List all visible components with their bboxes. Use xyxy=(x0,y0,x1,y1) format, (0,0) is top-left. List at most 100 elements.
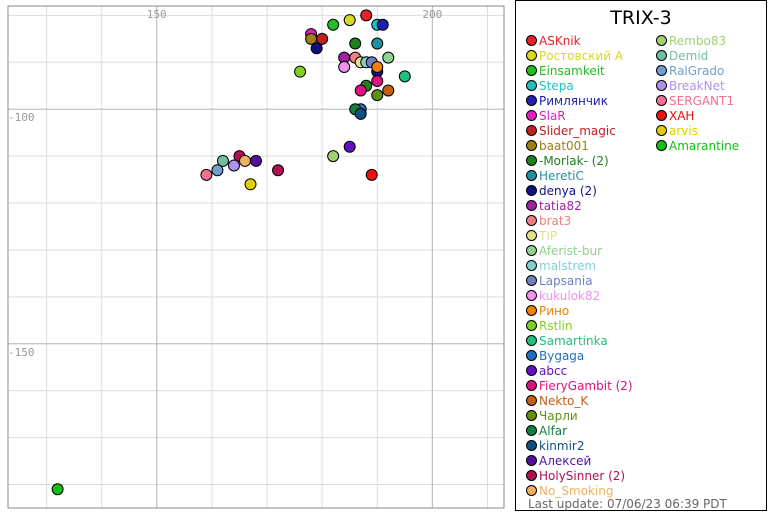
last-update-text: Last update: 07/06/23 06:39 PDT xyxy=(528,497,727,511)
legend-label: HolySinner (2) xyxy=(539,469,626,483)
legend-label: Nekto_K xyxy=(539,394,589,408)
legend-entry: Demid xyxy=(656,49,708,64)
legend-label: Чарли xyxy=(539,409,578,423)
legend-entry: denya (2) xyxy=(526,184,597,199)
legend-marker xyxy=(526,185,537,196)
data-point xyxy=(244,178,257,191)
legend-marker xyxy=(526,425,537,436)
legend-entry: malstrem xyxy=(526,259,596,274)
chart-title: TRIX-3 xyxy=(610,7,672,29)
legend-label: Ростовский А xyxy=(539,49,624,63)
data-point xyxy=(382,84,395,97)
legend-entry: HolySinner (2) xyxy=(526,469,625,484)
data-point xyxy=(343,140,356,153)
legend-label: ХАН xyxy=(669,109,695,123)
legend-label: baat001 xyxy=(539,139,589,153)
legend-entry: SERGANT1 xyxy=(656,94,734,109)
legend-marker xyxy=(526,170,537,181)
legend-entry: tatia82 xyxy=(526,199,582,214)
legend-label: Alfar xyxy=(539,424,568,438)
legend-label: Рино xyxy=(539,304,570,318)
legend-marker xyxy=(656,50,667,61)
legend-marker xyxy=(656,95,667,106)
scatter-plot: 150 200 -100 -150 xyxy=(7,5,505,509)
data-point xyxy=(371,37,384,50)
legend-label: kinmir2 xyxy=(539,439,585,453)
legend-entry: Nekto_K xyxy=(526,394,588,409)
legend-marker xyxy=(526,65,537,76)
legend-marker xyxy=(526,95,537,106)
legend-label: SlaR xyxy=(539,109,566,123)
legend-label: kukulok82 xyxy=(539,289,601,303)
legend: TRIX-3 ASKnik Ростовский А Einsamkeit Stepa… xyxy=(515,0,767,511)
plot-area: 150 200 -100 -150 xyxy=(7,5,505,509)
legend-marker xyxy=(526,155,537,166)
legend-marker xyxy=(656,35,667,46)
data-point xyxy=(371,60,384,73)
legend-marker xyxy=(526,470,537,481)
legend-entry: brat3 xyxy=(526,214,571,229)
legend-label: ASKnik xyxy=(539,34,581,48)
legend-label: Алексей xyxy=(539,454,592,468)
legend-label: No_Smoking xyxy=(539,484,614,498)
data-point xyxy=(360,9,373,22)
legend-entry: Aferist-bur xyxy=(526,244,602,259)
legend-marker xyxy=(526,440,537,451)
legend-label: HeretiC xyxy=(539,169,584,183)
legend-marker xyxy=(526,110,537,121)
legend-label: Einsamkeit xyxy=(539,64,605,78)
data-point xyxy=(376,18,389,31)
legend-entry: Чарли xyxy=(526,409,578,424)
data-point xyxy=(227,159,240,172)
data-point xyxy=(371,89,384,102)
legend-entry: Lapsania xyxy=(526,274,593,289)
legend-label: FieryGambit (2) xyxy=(539,379,633,393)
data-point xyxy=(272,164,285,177)
legend-label: Aferist-bur xyxy=(539,244,603,258)
data-point xyxy=(398,70,411,83)
legend-entry: -Morlak- (2) xyxy=(526,154,609,169)
data-point xyxy=(238,154,251,167)
legend-marker xyxy=(656,65,667,76)
legend-label: TIP xyxy=(539,229,558,243)
legend-marker xyxy=(526,335,537,346)
legend-entry: FieryGambit (2) xyxy=(526,379,633,394)
legend-entry: Samartinka xyxy=(526,334,608,349)
legend-label: Lapsania xyxy=(539,274,593,288)
legend-marker xyxy=(526,485,537,496)
data-point xyxy=(343,14,356,27)
data-point xyxy=(371,75,384,88)
legend-label: Римлянчик xyxy=(539,94,608,108)
legend-label: abcc xyxy=(539,364,568,378)
legend-entry: No_Smoking xyxy=(526,484,613,499)
legend-entry: Slider_magic xyxy=(526,124,616,139)
legend-marker xyxy=(526,140,537,151)
legend-entry: arvis xyxy=(656,124,698,139)
legend-entry: ХАН xyxy=(656,109,694,124)
legend-label: Slider_magic xyxy=(539,124,616,138)
legend-entry: Алексей xyxy=(526,454,591,469)
legend-marker xyxy=(526,245,537,256)
legend-marker xyxy=(526,395,537,406)
legend-label: Rembo83 xyxy=(669,34,727,48)
legend-marker xyxy=(526,350,537,361)
legend-entry: Einsamkeit xyxy=(526,64,605,79)
y-tick-label: -100 xyxy=(8,111,35,124)
legend-entry: Римлянчик xyxy=(526,94,608,109)
legend-entry: Amarantine xyxy=(656,139,739,154)
legend-entry: Ростовский А xyxy=(526,49,623,64)
legend-label: -Morlak- (2) xyxy=(539,154,609,168)
data-point xyxy=(294,65,307,78)
legend-marker xyxy=(526,380,537,391)
plot-border xyxy=(7,5,505,509)
data-point xyxy=(216,154,229,167)
legend-entry: BreakNet xyxy=(656,79,725,94)
legend-label: BreakNet xyxy=(669,79,725,93)
legend-marker xyxy=(526,320,537,331)
legend-entry: baat001 xyxy=(526,139,589,154)
legend-label: RalGrado xyxy=(669,64,725,78)
legend-label: malstrem xyxy=(539,259,597,273)
legend-marker xyxy=(526,80,537,91)
legend-marker xyxy=(526,275,537,286)
data-point xyxy=(200,168,213,181)
